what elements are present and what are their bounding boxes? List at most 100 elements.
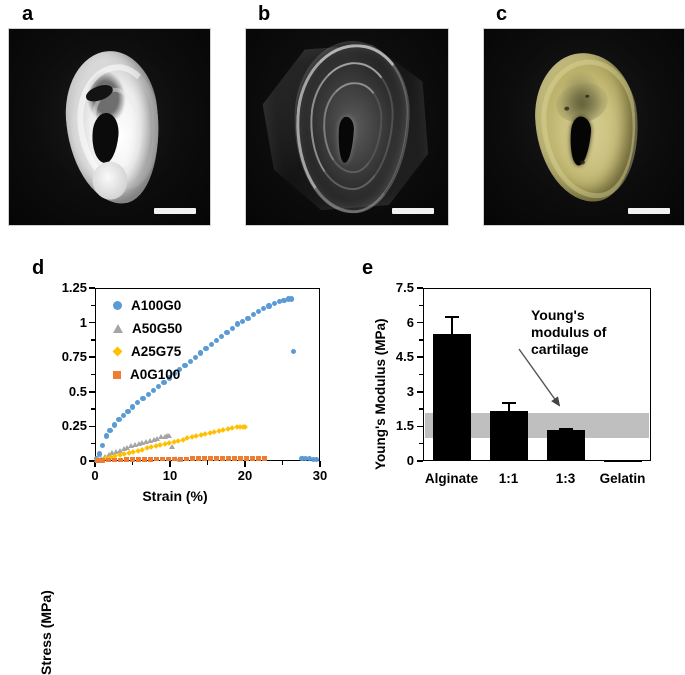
panel-c-photo (483, 28, 685, 226)
bar-1-1 (489, 411, 528, 461)
data-point-a100g0 (208, 342, 214, 348)
data-point-a100g0 (229, 325, 235, 331)
data-point-a50g50 (146, 437, 153, 443)
bar-1-3 (546, 429, 585, 461)
data-point-a100g0 (111, 422, 118, 428)
data-point-a100g0 (150, 387, 157, 393)
panel-letter-c: c (496, 3, 507, 25)
legend-marker-diamond-icon (112, 346, 123, 357)
panel-a-photo (8, 28, 211, 226)
data-point-a0g100 (130, 457, 135, 462)
panel-e-y-minor-tick (419, 339, 423, 341)
data-point-a100g0 (103, 433, 109, 439)
legend-item-a25g75[interactable]: A25G75 (112, 344, 182, 359)
panel-e-y-tick: 1.5 (395, 418, 414, 434)
data-point-a0g100 (112, 457, 117, 463)
legend-marker-circle-icon (113, 301, 122, 310)
panel-d-x-tick-mark (319, 461, 321, 467)
panel-d-y-tick: 1.25 (61, 280, 87, 295)
data-point-a100g0 (285, 296, 292, 302)
data-point-a0g100 (136, 457, 141, 462)
data-point-a100g0 (250, 311, 256, 317)
panel-e-y-tick: 4.5 (395, 349, 414, 365)
data-point-a100g0 (261, 306, 267, 312)
data-point-a100g0 (116, 416, 122, 423)
panel-d-x-tick: 20 (237, 468, 253, 483)
data-point-a0g100 (190, 456, 195, 462)
data-point-a0g100 (244, 456, 249, 461)
data-point-a100g0 (129, 404, 136, 410)
panel-d-y-minor-tick (91, 373, 95, 376)
data-point-a0g100 (232, 456, 237, 461)
panel-d-y-minor-tick (91, 304, 95, 306)
panel-e-y-tick-mark (417, 391, 423, 393)
data-point-a0g100 (154, 456, 159, 462)
panel-letter-d: d (32, 257, 44, 279)
data-point-a50g50 (124, 444, 131, 450)
data-point-a50g50 (116, 447, 123, 453)
panel-d-y-tick-mark (89, 460, 95, 462)
panel-d-y-tick: 0.5 (68, 383, 87, 399)
data-point-a0g100 (250, 456, 255, 461)
legend-marker-square-icon (113, 370, 121, 379)
tissue-speck (585, 93, 590, 98)
data-point-a50g50 (135, 441, 142, 447)
data-point-a100g0 (310, 457, 316, 463)
data-point-a0g100 (262, 456, 267, 461)
category-label-alginate: Alginate (424, 471, 479, 486)
legend-label: A50G50 (132, 321, 183, 336)
panel-e-y-tick-mark (417, 287, 423, 289)
data-point-a50g50 (143, 438, 149, 444)
panel-d-x-tick-mark (94, 461, 96, 467)
annotation-line: modulus of (531, 324, 607, 341)
bar-alginate (432, 334, 471, 461)
legend-marker-triangle-icon (113, 324, 123, 333)
data-point-a0g100 (208, 456, 213, 461)
data-point-a100g0 (96, 451, 103, 457)
data-point-a100g0 (125, 408, 131, 414)
panel-d-y-tick-mark (89, 356, 95, 358)
data-point-a50g50 (169, 444, 176, 450)
panel-d-y-tick-mark (89, 321, 95, 324)
data-point-a100g0 (266, 303, 272, 309)
data-point-a100g0 (135, 400, 141, 406)
data-point-a0g100 (100, 458, 105, 463)
legend-label: A0G100 (130, 367, 181, 382)
data-point-a100g0 (224, 329, 230, 335)
data-point-a100g0 (198, 350, 204, 356)
legend-label: A25G75 (131, 344, 182, 359)
panel-d-y-minor-tick (91, 339, 95, 341)
error-bar-cap (558, 428, 573, 431)
annotation-line: Young's (531, 307, 585, 323)
data-point-a0g100 (178, 456, 183, 462)
panel-d-x-minor-tick (131, 461, 134, 465)
panel-e-y-tick: 7.5 (395, 280, 414, 295)
panel-d-x-tick-mark (169, 461, 171, 467)
data-point-a100g0 (288, 296, 295, 302)
panel-e-y-tick-mark (417, 321, 423, 324)
panel-e-y-minor-tick (419, 408, 423, 410)
panel-e-y-minor-tick (419, 373, 423, 376)
data-point-a50g50 (158, 434, 164, 440)
panel-d-x-tick: 10 (162, 468, 178, 483)
panel-letter-a: a (22, 3, 33, 25)
data-point-a100g0 (303, 455, 309, 461)
legend-item-a0g100[interactable]: A0G100 (113, 367, 180, 382)
data-point-a100g0 (203, 346, 209, 352)
panel-d-x-tick: 0 (91, 468, 99, 483)
panel-d-y-tick: 0.25 (61, 418, 87, 434)
data-point-a100g0 (161, 379, 167, 385)
legend-item-a100g0[interactable]: A100G0 (113, 298, 181, 313)
panel-d-y-tick: 0.75 (61, 349, 87, 365)
panel-d-x-tick: 30 (312, 468, 328, 483)
data-point-a50g50 (166, 433, 173, 439)
data-point-a50g50 (154, 435, 161, 441)
legend-item-a50g50[interactable]: A50G50 (113, 321, 182, 336)
data-point-a100g0 (171, 371, 178, 377)
data-point-a100g0 (192, 354, 199, 360)
panel-e-y-tick: 6 (406, 314, 414, 330)
error-bar-cap (501, 401, 516, 404)
error-bar-alginate (450, 315, 453, 335)
data-point-a100g0 (313, 457, 319, 463)
data-point-a0g100 (238, 456, 243, 461)
